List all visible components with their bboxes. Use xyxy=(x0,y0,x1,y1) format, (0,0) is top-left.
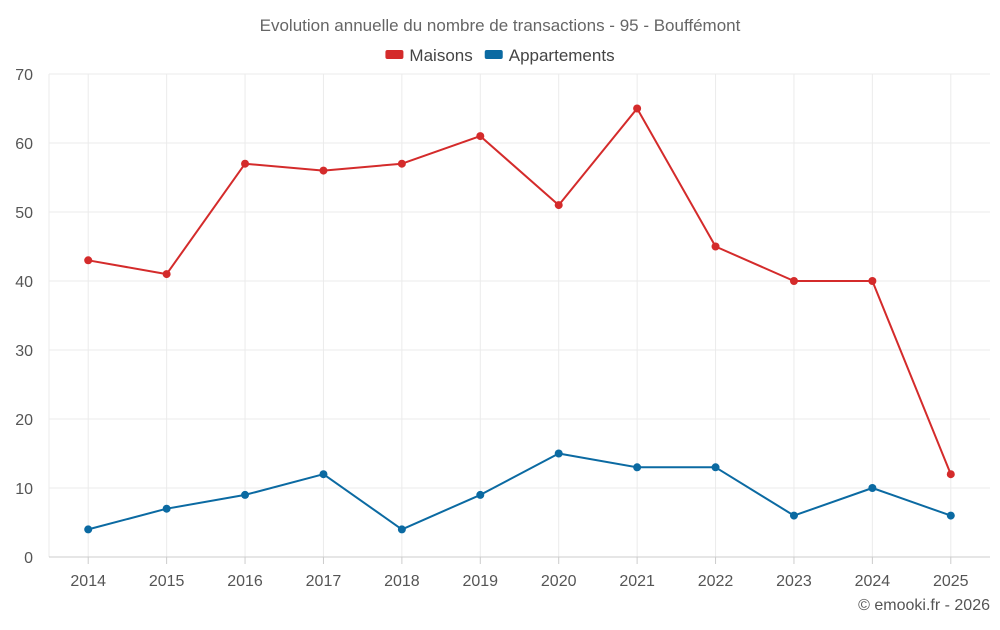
data-point-maisons xyxy=(946,470,955,479)
legend: Maisons Appartements xyxy=(385,46,615,65)
x-tick-label: 2025 xyxy=(933,573,969,590)
legend-label: Maisons xyxy=(409,46,472,65)
legend-label: Appartements xyxy=(509,46,615,65)
x-tick-label: 2017 xyxy=(306,573,342,590)
y-tick-label: 50 xyxy=(15,205,33,222)
data-point-appartements xyxy=(554,449,563,458)
data-point-maisons xyxy=(711,242,720,251)
data-point-maisons xyxy=(397,159,406,168)
data-point-maisons xyxy=(476,132,485,141)
data-point-appartements xyxy=(633,463,642,472)
data-point-appartements xyxy=(476,490,485,499)
data-point-maisons xyxy=(633,104,642,113)
data-point-maisons xyxy=(554,201,563,210)
data-point-appartements xyxy=(241,490,250,499)
legend-item-maisons: Maisons xyxy=(385,46,473,65)
x-tick-label: 2023 xyxy=(776,573,812,590)
y-tick-label: 30 xyxy=(15,343,33,360)
data-point-maisons xyxy=(789,277,798,285)
data-point-maisons xyxy=(241,159,250,168)
legend-item-appartements: Appartements xyxy=(484,46,615,65)
y-tick-label: 60 xyxy=(15,136,33,153)
data-point-appartements xyxy=(397,525,406,534)
data-point-appartements xyxy=(319,470,328,479)
series-line-appartements xyxy=(87,452,952,531)
data-point-appartements xyxy=(868,484,877,492)
data-point-appartements xyxy=(711,463,720,472)
x-tick-label: 2022 xyxy=(698,573,734,590)
data-point-maisons xyxy=(319,166,328,175)
x-tick-label: 2014 xyxy=(70,573,106,590)
credit-text: © emooki.fr - 2026 xyxy=(858,597,990,614)
data-point-maisons xyxy=(868,277,877,285)
y-tick-label: 0 xyxy=(24,550,33,567)
x-tick-label: 2019 xyxy=(462,573,498,590)
data-point-appartements xyxy=(84,525,93,534)
data-point-maisons xyxy=(162,270,171,279)
y-tick-label: 20 xyxy=(15,412,33,429)
series-line-maisons xyxy=(88,107,952,475)
data-point-appartements xyxy=(946,511,955,520)
grid-lines xyxy=(48,73,990,557)
y-tick-label: 40 xyxy=(15,274,33,291)
legend-swatch xyxy=(385,50,404,59)
x-tick-label: 2021 xyxy=(619,573,655,590)
y-tick-label: 10 xyxy=(15,481,33,498)
data-point-appartements xyxy=(162,504,171,513)
x-tick-label: 2015 xyxy=(149,573,185,590)
chart-title: Evolution annuelle du nombre de transact… xyxy=(260,16,741,35)
series-layer xyxy=(84,104,955,534)
series-appartements xyxy=(84,449,955,534)
data-point-appartements xyxy=(789,511,798,520)
data-point-maisons xyxy=(84,256,93,265)
x-tick-label: 2024 xyxy=(855,573,891,590)
x-tick-label: 2016 xyxy=(227,573,263,590)
series-maisons xyxy=(84,104,955,479)
x-tick-label: 2020 xyxy=(541,573,577,590)
y-tick-label: 70 xyxy=(15,67,33,84)
axes: 0 10 20 30 40 50 60 70 2014 2015 2016 2017 2018 2019 2… xyxy=(15,67,990,590)
legend-swatch xyxy=(484,50,503,59)
x-tick-label: 2018 xyxy=(384,573,420,590)
